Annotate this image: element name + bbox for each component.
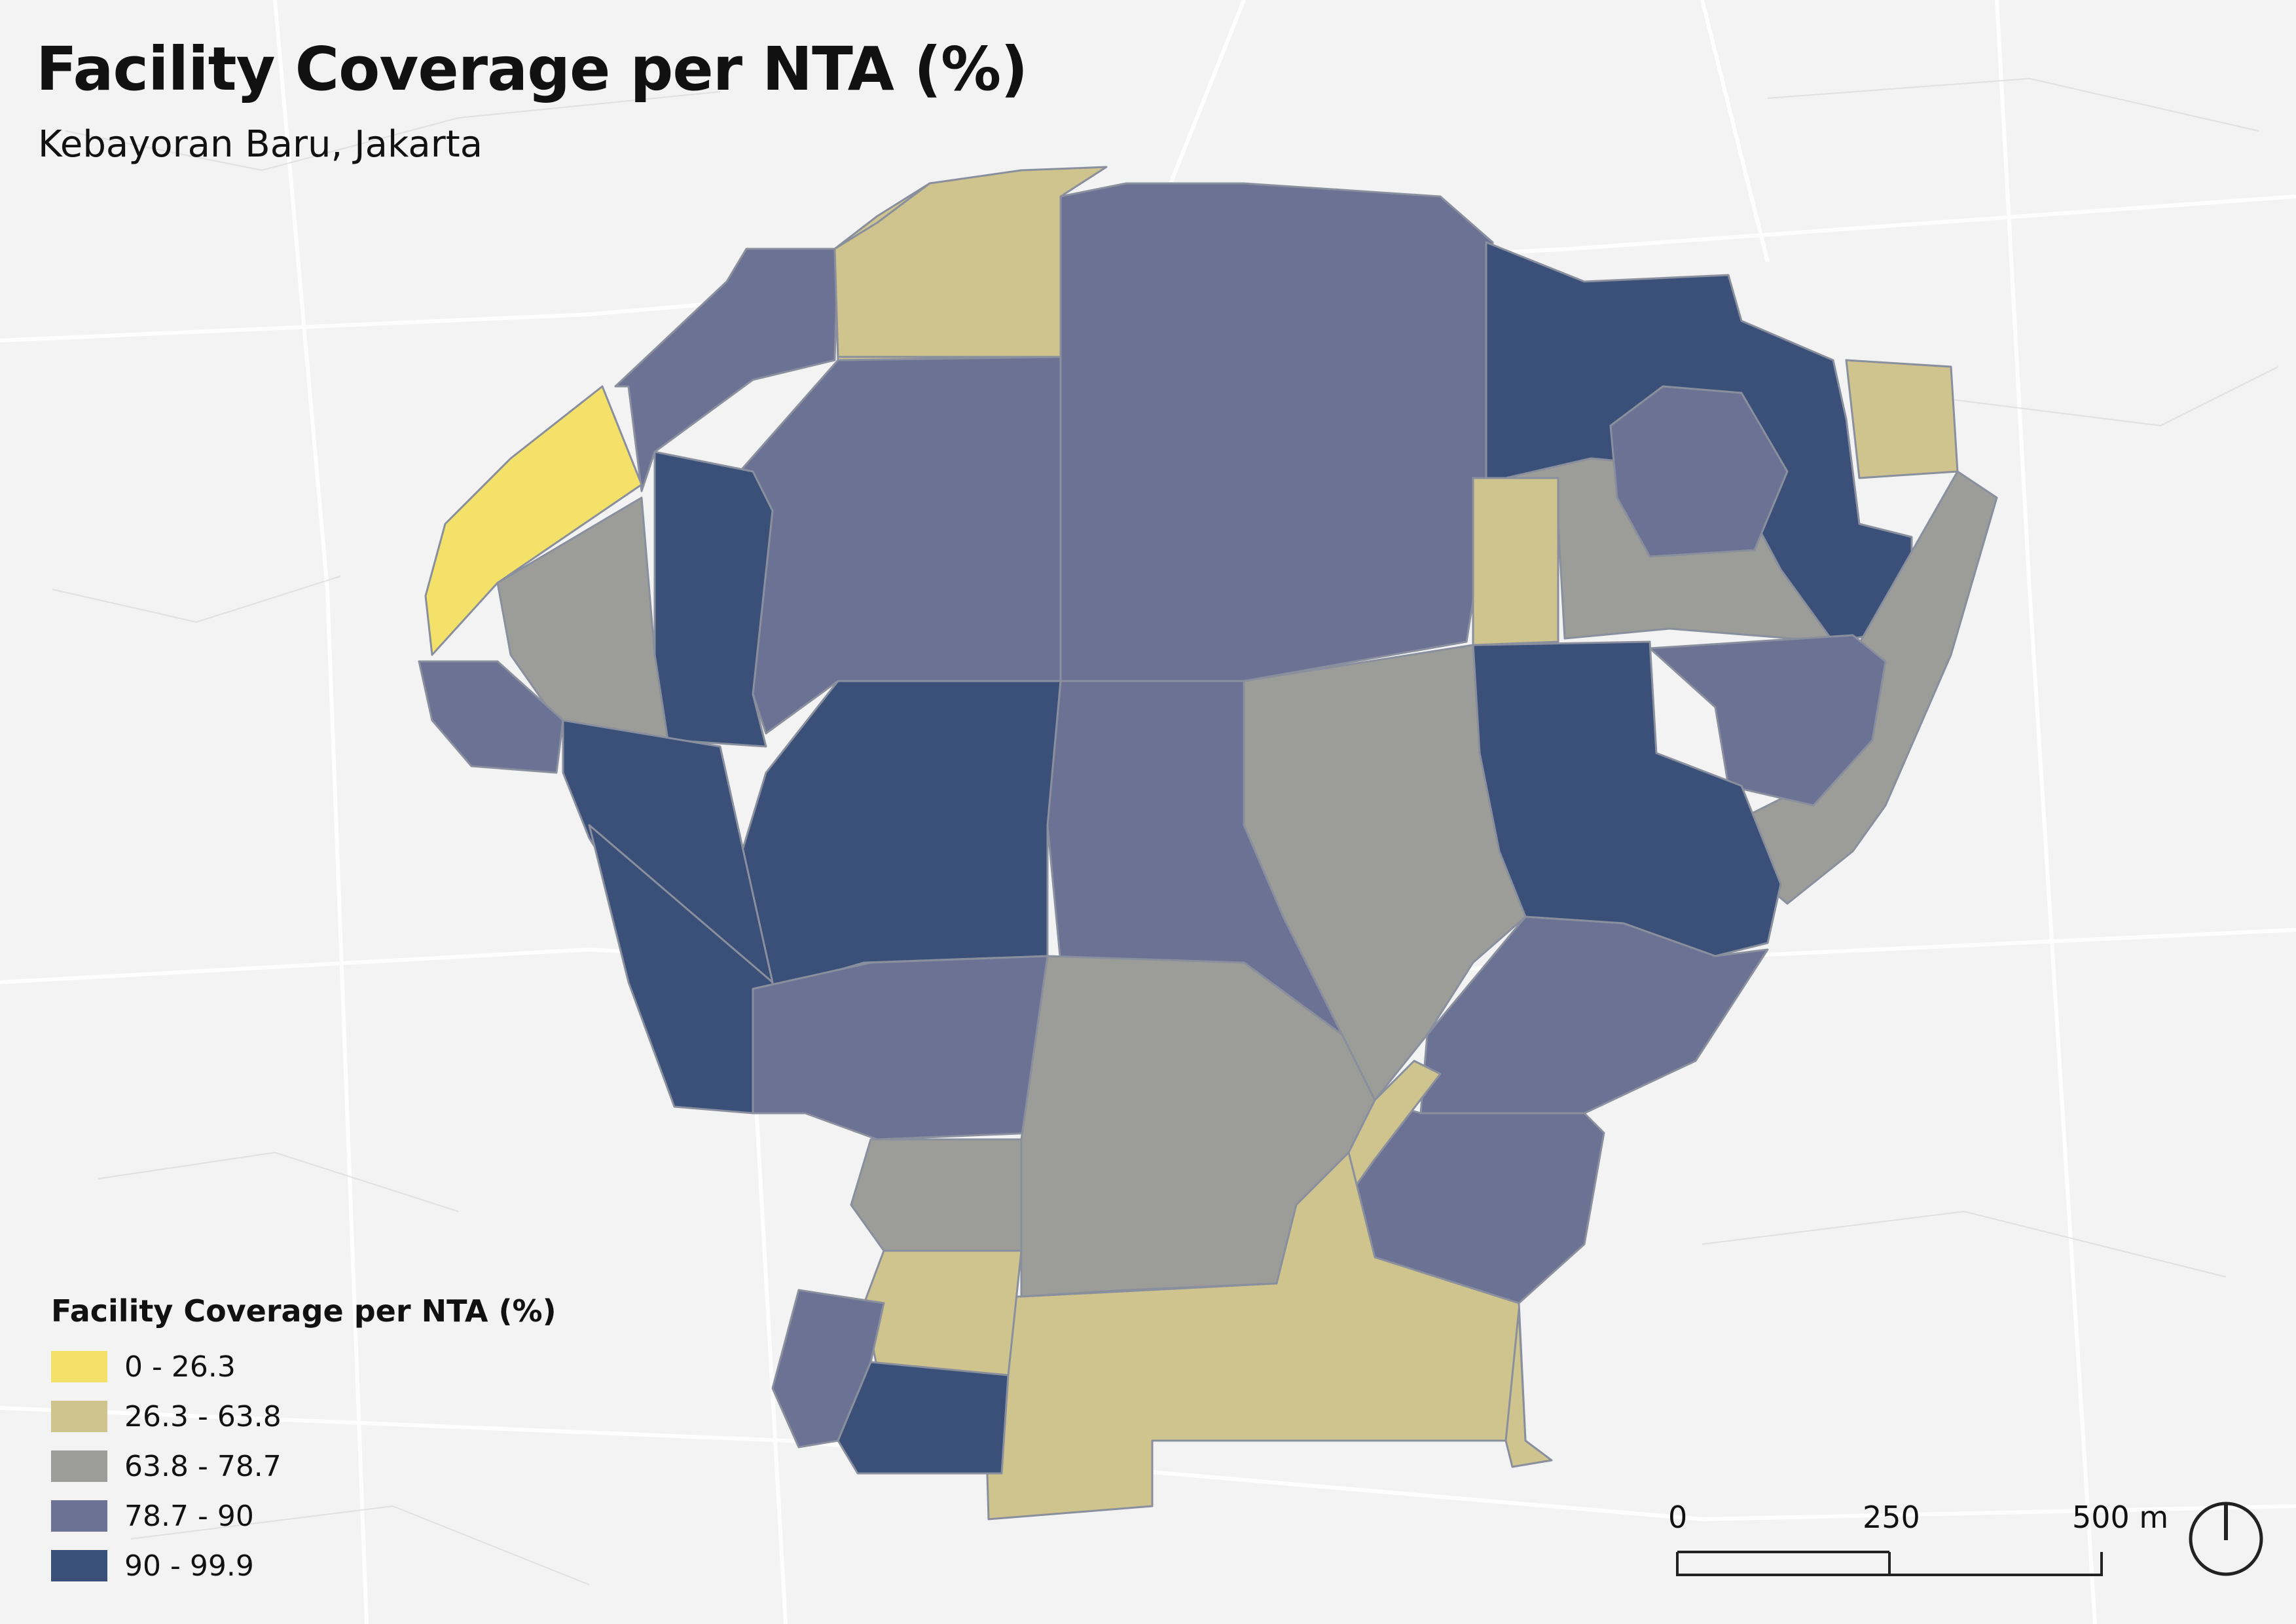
- legend-label: 78.7 - 90: [124, 1499, 254, 1533]
- legend-swatch: [51, 1500, 107, 1532]
- region-east-strip: [1845, 359, 1959, 479]
- region-far-west-yellow: [424, 385, 643, 656]
- region-south-west-corner: [837, 1361, 1010, 1475]
- scale-label-0: 0: [1668, 1500, 1688, 1535]
- scale-label-500: 500 m: [2072, 1500, 2169, 1535]
- region-north-center: [1059, 182, 1494, 682]
- region-south-blok-n: [752, 955, 1049, 1141]
- scale-bar: 0 250 500 m: [1663, 1500, 2174, 1585]
- region-west-inner: [418, 660, 564, 774]
- legend: Facility Coverage per NTA (%) 0 - 26.3 2…: [51, 1293, 556, 1591]
- region-west-column: [653, 451, 774, 748]
- scale-bar-graphic: [1676, 1551, 2103, 1576]
- legend-item: 78.7 - 90: [51, 1491, 556, 1541]
- region-south-west-blok-r: [850, 1138, 1023, 1252]
- region-west-blok-e: [719, 680, 1062, 990]
- legend-label: 63.8 - 78.7: [124, 1449, 282, 1483]
- region-east-inner-2: [1649, 634, 1887, 807]
- legend-swatch: [51, 1450, 107, 1482]
- region-north-blok-h: [833, 166, 1108, 358]
- region-west-lower: [588, 824, 774, 1115]
- legend-title: Facility Coverage per NTA (%): [51, 1293, 556, 1329]
- legend-swatch: [51, 1550, 107, 1581]
- map-title: Facility Coverage per NTA (%): [36, 34, 1028, 104]
- legend-label: 26.3 - 63.8: [124, 1399, 282, 1433]
- north-arrow-icon: [2189, 1502, 2263, 1576]
- legend-swatch: [51, 1351, 107, 1382]
- legend-item: 26.3 - 63.8: [51, 1392, 556, 1441]
- region-mid-east-strip: [1472, 477, 1559, 646]
- legend-item: 0 - 26.3: [51, 1342, 556, 1392]
- legend-swatch: [51, 1401, 107, 1432]
- legend-label: 0 - 26.3: [124, 1350, 236, 1384]
- region-south-east-tail: [1504, 1308, 1553, 1468]
- region-south-west-small: [863, 1249, 1023, 1376]
- scale-label-250: 250: [1863, 1500, 1920, 1535]
- legend-item: 90 - 99.9: [51, 1541, 556, 1591]
- legend-item: 63.8 - 78.7: [51, 1441, 556, 1491]
- region-mid-east-upper: [1609, 385, 1789, 558]
- map-subtitle: Kebayoran Baru, Jakarta: [38, 123, 483, 166]
- legend-label: 90 - 99.9: [124, 1549, 254, 1583]
